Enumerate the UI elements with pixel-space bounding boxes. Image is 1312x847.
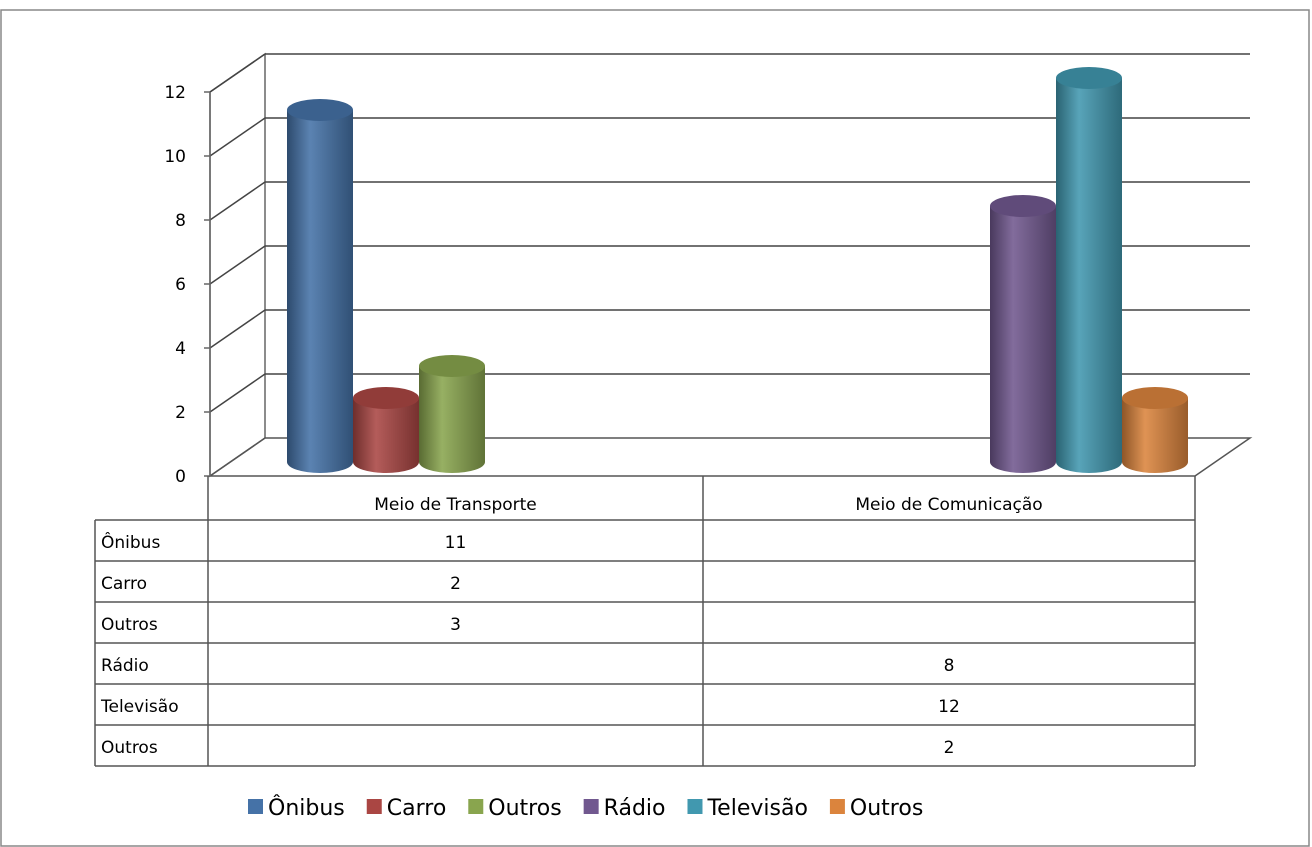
legend-item-outros: Outros [829,796,923,821]
gridline-diag [209,245,266,285]
legend-swatch [468,799,484,814]
legend-swatch [829,799,845,814]
table-row-label: Rádio [101,656,149,676]
bar-outros [419,355,485,473]
bar-carro [353,387,419,473]
legend: Ônibus Carro Outros Rádio Televisão Outros [248,795,923,821]
y-axis: 0 2 4 6 8 10 12 [164,83,211,487]
y-tick-label: 2 [175,403,186,423]
legend-item-carro: Carro [366,796,447,821]
table-cell: 3 [450,615,461,635]
table-row-label: Outros [101,615,158,635]
bar-body [990,206,1056,473]
chart-border [0,9,1310,847]
bars [287,67,1188,473]
legend-label: Outros [488,796,561,821]
table-cell: 8 [944,656,955,676]
gridline-diag [209,181,266,221]
bar-top [1056,67,1122,89]
table-row-label: Carro [101,574,147,594]
legend-item-ônibus: Ônibus [248,795,345,821]
category-label: Meio de Transporte [374,495,537,515]
data-table: Meio de Transporte Meio de Comunicação Ôni… [94,476,1196,767]
legend-label: Rádio [604,796,666,821]
legend-label: Carro [387,796,447,821]
bar-rádio [990,195,1056,473]
table-cell: 2 [944,738,955,758]
gridline-diag [209,373,266,413]
legend-label: Televisão [706,796,807,821]
y-tick-label: 10 [164,147,186,167]
gridline-diag [209,117,266,157]
category-label: Meio de Comunicação [855,495,1042,515]
legend-label: Ônibus [268,795,345,821]
gridline-diag [209,309,266,349]
table-row-label: Ônibus [101,531,160,553]
floor [207,437,1253,477]
legend-item-outros: Outros [468,796,562,821]
bar-top [353,387,419,409]
y-tick-label: 6 [175,275,186,295]
bar-body [1056,78,1122,473]
bar-outros [1122,387,1188,473]
bar-body [287,110,353,473]
bar-top [287,99,353,121]
y-tick-label: 8 [175,211,186,231]
y-tick-label: 12 [164,83,186,103]
legend-item-televisão: Televisão [687,796,808,821]
y-tick-label: 0 [175,467,186,487]
legend-swatch [366,799,382,814]
table-row-label: Televisão [100,697,179,717]
bar-body [419,366,485,473]
gridline-diag [209,53,266,93]
legend-label: Outros [850,796,923,821]
legend-swatch [248,799,263,814]
y-tick-label: 4 [175,339,186,359]
bar-top [419,355,485,377]
table-cell: 11 [445,533,467,553]
legend-swatch [687,799,703,814]
legend-swatch [583,799,599,814]
table-cell: 12 [938,697,960,717]
bar-top [1122,387,1188,409]
legend-item-rádio: Rádio [583,796,666,821]
bar-top [990,195,1056,217]
bar-ônibus [287,99,353,473]
bar-televisão [1056,67,1122,473]
bar-body [1122,398,1188,473]
table-row-label: Outros [101,738,158,758]
bar-body [353,398,419,473]
table-cell: 2 [450,574,461,594]
